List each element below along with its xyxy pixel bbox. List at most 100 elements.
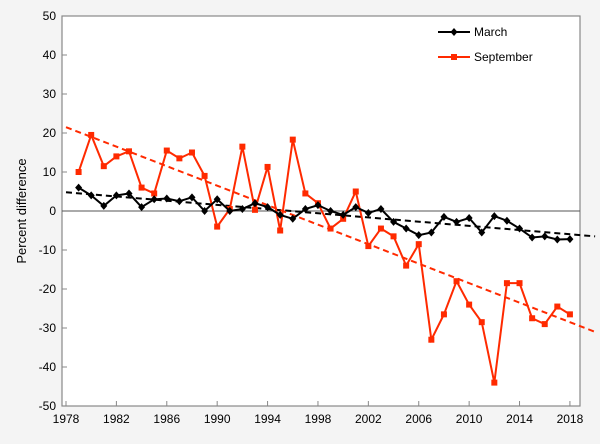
september-point bbox=[466, 301, 473, 308]
y-tick-label: 20 bbox=[43, 126, 57, 140]
september-line bbox=[77, 132, 571, 383]
september-point bbox=[251, 206, 258, 213]
x-tick-label: 2002 bbox=[355, 412, 382, 426]
y-tick-label: -30 bbox=[39, 321, 57, 335]
legend-march-label: March bbox=[474, 25, 507, 39]
march-point bbox=[541, 232, 549, 241]
march-point bbox=[112, 191, 120, 200]
march-point bbox=[339, 210, 347, 219]
september-point bbox=[554, 303, 561, 310]
september-point bbox=[390, 233, 397, 240]
september-point bbox=[516, 280, 523, 287]
march-point bbox=[453, 217, 461, 226]
september-point bbox=[541, 321, 548, 328]
march-point bbox=[352, 203, 360, 212]
march-line bbox=[78, 186, 570, 241]
march-point bbox=[440, 212, 448, 221]
y-tick-label: -40 bbox=[39, 360, 57, 374]
september-point bbox=[453, 278, 460, 285]
september-point bbox=[352, 188, 359, 195]
x-tick-label: 2018 bbox=[557, 412, 584, 426]
y-tick-label: 50 bbox=[43, 9, 57, 23]
y-tick-label: 0 bbox=[49, 204, 56, 218]
march-point bbox=[276, 210, 284, 219]
september-point bbox=[239, 143, 246, 150]
legend-september-marker bbox=[451, 54, 457, 60]
september-point bbox=[113, 153, 120, 160]
september-point bbox=[264, 163, 271, 170]
september-point bbox=[176, 155, 183, 162]
september-point bbox=[277, 227, 284, 234]
march-point bbox=[150, 195, 158, 204]
x-tick-label: 1998 bbox=[305, 412, 332, 426]
march-point bbox=[415, 231, 423, 240]
march-point bbox=[238, 205, 246, 214]
march-point bbox=[390, 217, 398, 226]
september-point bbox=[440, 311, 447, 318]
september-point bbox=[403, 262, 410, 269]
x-tick-label: 1990 bbox=[204, 412, 231, 426]
march-point bbox=[528, 233, 536, 242]
september-point bbox=[138, 184, 145, 191]
september-point bbox=[503, 280, 510, 287]
march-point bbox=[75, 183, 83, 192]
x-tick-label: 1982 bbox=[103, 412, 130, 426]
march-point bbox=[226, 207, 234, 215]
march-point bbox=[516, 224, 524, 233]
march-point bbox=[264, 203, 272, 212]
march-point bbox=[490, 212, 498, 221]
y-tick-label: -50 bbox=[39, 399, 57, 413]
march-point bbox=[289, 214, 297, 223]
march-point bbox=[163, 194, 171, 203]
y-tick-label: -20 bbox=[39, 282, 57, 296]
september-point bbox=[125, 148, 132, 155]
march-point bbox=[87, 191, 95, 200]
march-point bbox=[301, 205, 309, 214]
y-tick-label: 30 bbox=[43, 87, 57, 101]
march-point bbox=[364, 208, 372, 217]
y-tick-label: 10 bbox=[43, 165, 57, 179]
september-point bbox=[201, 172, 208, 179]
y-tick-label: -10 bbox=[39, 243, 57, 257]
x-tick-label: 1978 bbox=[53, 412, 80, 426]
y-tick-label: 40 bbox=[43, 48, 57, 62]
x-tick-label: 2010 bbox=[456, 412, 483, 426]
september-point bbox=[428, 336, 435, 343]
september-point bbox=[327, 225, 334, 232]
march-point bbox=[201, 207, 209, 215]
september-point bbox=[289, 136, 296, 143]
september-point bbox=[566, 311, 573, 318]
march-point bbox=[100, 201, 108, 210]
march-point bbox=[566, 235, 574, 244]
march-point bbox=[465, 214, 473, 223]
september-point bbox=[377, 225, 384, 232]
september-point bbox=[415, 241, 422, 248]
september-point bbox=[88, 131, 95, 138]
x-tick-label: 2014 bbox=[506, 412, 533, 426]
y-axis-label: Percent difference bbox=[14, 158, 29, 263]
march-point bbox=[314, 201, 322, 210]
march-point bbox=[427, 228, 435, 237]
march-point bbox=[478, 228, 486, 237]
september-point bbox=[188, 149, 195, 156]
september-point bbox=[100, 163, 107, 170]
x-tick-label: 2006 bbox=[405, 412, 432, 426]
september-point bbox=[151, 190, 158, 197]
march-point bbox=[377, 205, 385, 214]
march-point bbox=[213, 195, 221, 204]
x-tick-label: 1994 bbox=[254, 412, 281, 426]
september-point bbox=[302, 190, 309, 197]
september-point bbox=[529, 315, 536, 322]
march-point bbox=[503, 216, 511, 225]
march-point bbox=[402, 224, 410, 233]
march-point bbox=[125, 189, 133, 198]
september-point bbox=[75, 169, 82, 175]
september-point bbox=[478, 319, 485, 326]
september-point bbox=[491, 379, 498, 386]
march-point bbox=[553, 235, 561, 244]
september-point bbox=[163, 147, 170, 154]
march-point bbox=[251, 199, 259, 208]
september-point bbox=[365, 243, 372, 250]
